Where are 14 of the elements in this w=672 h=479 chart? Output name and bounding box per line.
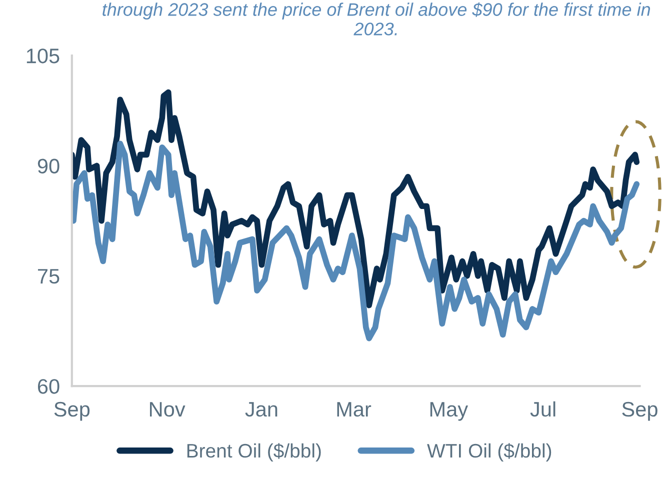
text: through 2023 sent the price of Brent oil above $90 for the first time in 2023. <box>102 2 650 36</box>
x-tick-label: Jul <box>530 401 556 417</box>
y-tick-label: 90 <box>38 158 60 174</box>
y-tick-label: 105 <box>26 48 60 64</box>
y-tick-label: 75 <box>38 269 60 284</box>
x-tick-label: Nov <box>150 402 186 417</box>
legend-label: Brent Oil ($/bbl) <box>187 443 321 462</box>
legend-label: WTI Oil ($/bbl) <box>427 443 552 462</box>
y-tick-label: 60 <box>38 379 60 394</box>
x-tick-label: Jan <box>245 402 278 417</box>
x-tick-label: Sep <box>54 402 90 421</box>
x-tick-label: May <box>430 402 468 421</box>
x-tick-label: Sep <box>622 402 658 421</box>
x-tick-label: Mar <box>337 402 372 417</box>
